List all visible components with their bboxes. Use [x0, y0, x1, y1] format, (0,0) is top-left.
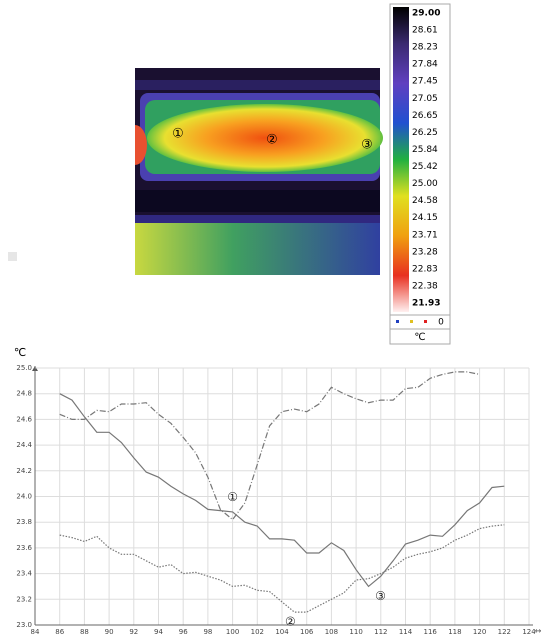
- y-tick-label: 23.6: [16, 544, 32, 552]
- colorbar-label: 26.25: [412, 128, 438, 138]
- colorbar-label: 23.28: [412, 247, 438, 257]
- y-tick-label: 23.8: [16, 518, 32, 526]
- x-tick-label: 98: [203, 628, 212, 634]
- page: ① ② ③ 0 ℃ ℃ ↔ 29.00 28.61 28.23 27.84 27.45 2…: [0, 0, 549, 638]
- colorbar-unit: ℃: [414, 332, 425, 343]
- colorbar: [390, 4, 450, 344]
- colorbar-label: 27.84: [412, 60, 438, 70]
- small-square: [8, 252, 17, 261]
- colorbar-zero: 0: [438, 318, 444, 328]
- marker: ②: [266, 133, 278, 148]
- y-tick-label: 24.8: [16, 390, 32, 398]
- colorbar-label: 25.84: [412, 145, 438, 155]
- colorbar-label: 22.83: [412, 264, 438, 274]
- x-tick-label: 106: [300, 628, 314, 634]
- y-tick-label: 24.0: [16, 493, 32, 501]
- y-axis-label: ℃: [14, 346, 26, 359]
- axis-arrow: ↔: [535, 627, 542, 635]
- x-tick-label: 84: [31, 628, 40, 634]
- series-annotation: ②: [285, 615, 296, 629]
- colorbar-label: 24.58: [412, 196, 438, 206]
- x-tick-label: 102: [251, 628, 264, 634]
- x-tick-label: 90: [105, 628, 114, 634]
- marker: ③: [361, 138, 373, 153]
- thermal-image: [135, 68, 383, 275]
- x-tick-label: 100: [226, 628, 239, 634]
- colorbar-label: 22.38: [412, 281, 438, 291]
- x-tick-label: 124: [522, 628, 536, 634]
- x-tick-label: 96: [179, 628, 188, 634]
- x-tick-label: 116: [424, 628, 438, 634]
- screen: ① ② ③ 0 ℃ ℃ ↔ 29.00 28.61 28.23 27.84 27.45 2…: [0, 0, 549, 634]
- x-tick-label: 118: [448, 628, 461, 634]
- colorbar-label: 28.23: [412, 43, 438, 53]
- colorbar-label: 21.93: [412, 299, 440, 309]
- colorbar-label: 25.42: [412, 162, 438, 172]
- marker: ①: [172, 127, 184, 142]
- x-tick-label: 88: [80, 628, 89, 634]
- series-annotation: ③: [375, 589, 386, 603]
- colorbar-label: 27.45: [412, 77, 438, 87]
- colorbar-label: 26.65: [412, 111, 438, 121]
- series-annotation: ①: [227, 490, 238, 504]
- x-tick-label: 92: [129, 628, 138, 634]
- colorbar-label: 25.00: [412, 179, 438, 189]
- y-tick-label: 23.2: [16, 595, 32, 603]
- x-tick-label: 120: [473, 628, 486, 634]
- x-tick-label: 112: [374, 628, 387, 634]
- colorbar-label: 29.00: [412, 9, 440, 19]
- y-tick-label: 25.0: [16, 364, 32, 372]
- y-tick-label: 24.6: [16, 415, 32, 423]
- colorbar-label: 27.05: [412, 94, 438, 104]
- x-tick-label: 110: [349, 628, 362, 634]
- colorbar-label: 24.15: [412, 213, 438, 223]
- x-tick-label: 108: [325, 628, 338, 634]
- x-tick-label: 104: [275, 628, 289, 634]
- colorbar-label: 23.71: [412, 230, 438, 240]
- x-tick-label: 122: [498, 628, 511, 634]
- colorbar-label: 28.61: [412, 26, 438, 36]
- y-tick-label: 24.4: [16, 441, 32, 449]
- y-tick-label: 23.4: [16, 570, 32, 578]
- x-tick-label: 86: [55, 628, 64, 634]
- y-tick-label: 24.2: [16, 467, 32, 475]
- x-tick-label: 114: [399, 628, 413, 634]
- x-tick-label: 94: [154, 628, 163, 634]
